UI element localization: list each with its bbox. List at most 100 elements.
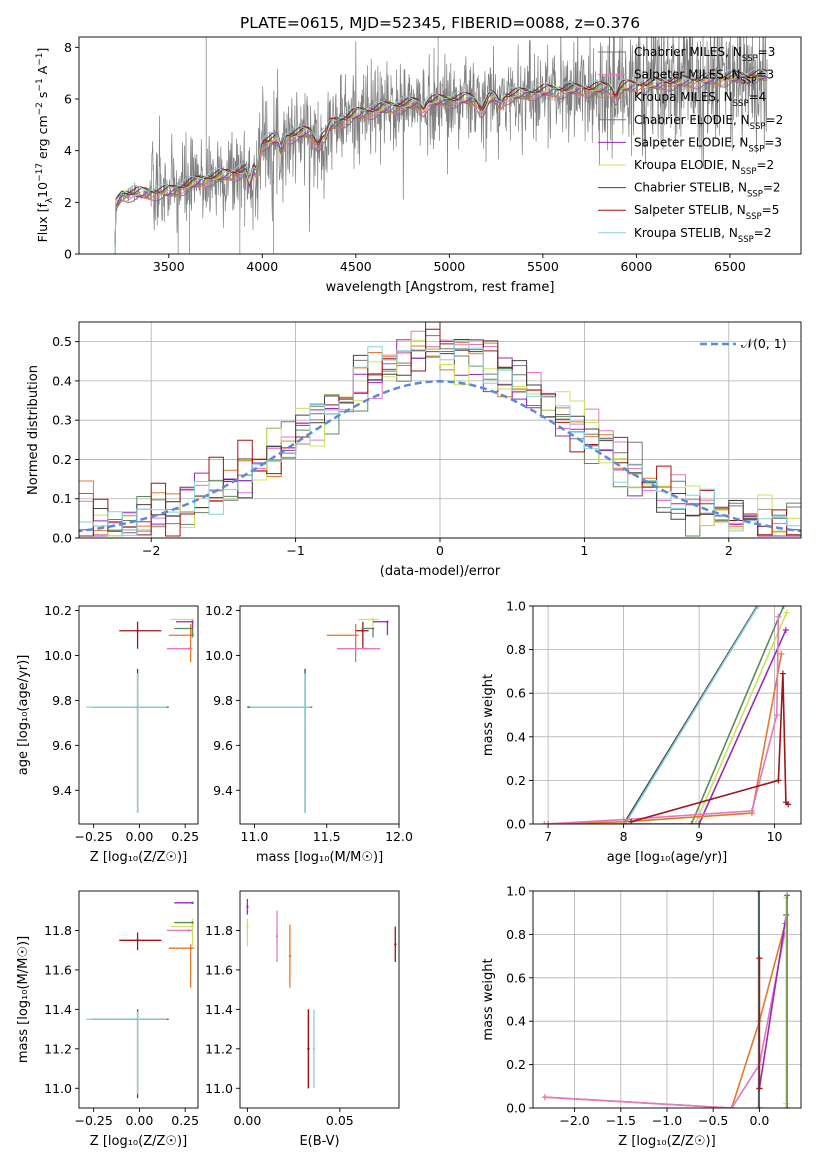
weight-marker bbox=[784, 1105, 791, 1108]
x-tick-label: 5000 bbox=[433, 259, 465, 274]
y-axis-label: age [log₁₀(age/yr)] bbox=[16, 655, 31, 776]
axes-frame bbox=[532, 605, 802, 825]
data-point bbox=[364, 647, 367, 650]
y-axis-label: Normed distribution bbox=[26, 365, 41, 495]
age-vs-z-axes-plot bbox=[86, 618, 195, 813]
x-tick-label: 5500 bbox=[527, 259, 559, 274]
data-point bbox=[191, 620, 194, 623]
data-point bbox=[191, 921, 194, 924]
y-tick-label: 0.2 bbox=[506, 1057, 526, 1072]
y-tick-label: 11.8 bbox=[44, 923, 72, 938]
legend-label-part: SSP bbox=[750, 122, 766, 132]
y-tick-label: 0.2 bbox=[506, 773, 526, 788]
data-point bbox=[136, 1018, 139, 1021]
mass-vs-z-axes: −0.25 0.00 0.25 11.0 11.2 11.4 11.6 11.8 Z [log₁… bbox=[16, 890, 199, 1149]
histogram-salpeter-stelib bbox=[79, 328, 801, 537]
legend-label: Chabrier STELIB, NSSP=2 bbox=[634, 181, 781, 200]
y-axis-label: mass [log₁₀(M/M☉)] bbox=[16, 936, 31, 1063]
y-tick-label: 10.0 bbox=[205, 648, 233, 663]
x-tick-label: 0.00 bbox=[233, 1113, 261, 1128]
data-point bbox=[189, 634, 192, 637]
y-tick-label: 0.3 bbox=[52, 413, 72, 428]
legend-label: Kroupa STELIB, NSSP=2 bbox=[634, 226, 772, 245]
y-tick-label: 0.0 bbox=[52, 531, 72, 546]
x-tick-label: 8 bbox=[620, 829, 628, 844]
data-point bbox=[307, 1047, 310, 1051]
weight-marker bbox=[775, 777, 782, 784]
legend-label: Salpeter ELODIE, NSSP=3 bbox=[634, 135, 782, 154]
legend-label-part: =3 bbox=[758, 45, 776, 59]
y-label-part: s bbox=[35, 92, 50, 103]
legend-label-part: Salpeter STELIB, N bbox=[634, 203, 746, 217]
y-label-part: ] bbox=[35, 48, 50, 53]
figure-title: PLATE=0615, MJD=52345, FIBERID=0088, z=0… bbox=[240, 14, 640, 32]
y-tick-label: 2 bbox=[64, 195, 72, 210]
y-tick-label: 9.8 bbox=[52, 693, 72, 708]
x-tick-label: −0.25 bbox=[74, 1113, 112, 1128]
weight-marker bbox=[542, 1094, 549, 1101]
data-point bbox=[136, 705, 139, 709]
y-label-part: A bbox=[35, 65, 50, 78]
y-tick-label: 11.0 bbox=[205, 1081, 233, 1096]
x-tick-label: −1.0 bbox=[652, 1113, 682, 1128]
weight-line-salpeter-miles bbox=[544, 934, 786, 1108]
data-point bbox=[136, 629, 139, 632]
data-point bbox=[394, 943, 397, 946]
y-tick-label: 11.6 bbox=[205, 962, 233, 977]
data-point bbox=[187, 647, 191, 650]
legend-label-part: =2 bbox=[754, 226, 772, 240]
y-tick-label: 4 bbox=[64, 143, 72, 158]
weight-line-salpeter-elodie bbox=[758, 914, 787, 1089]
data-point bbox=[191, 925, 194, 928]
legend-label-part: SSP bbox=[733, 99, 749, 109]
x-tick-label: 6500 bbox=[714, 259, 746, 274]
data-point bbox=[189, 947, 192, 950]
y-tick-label: 11.6 bbox=[44, 962, 72, 977]
histogram-kroupa-stelib bbox=[79, 340, 801, 536]
x-tick-label: 12.0 bbox=[385, 829, 413, 844]
spectrum-axes-plot bbox=[112, 37, 768, 254]
legend-label: Kroupa MILES, NSSP=4 bbox=[634, 90, 766, 109]
y-tick-label: 0 bbox=[64, 247, 72, 262]
weight-vs-age-axes: 7 8 9 10 0.0 0.2 0.4 0.6 0.8 1.0 age [log₁₀(age/yr… bbox=[481, 599, 802, 865]
data-point bbox=[191, 618, 194, 621]
histogram-axes-frame: −2 −1 0 1 2 0.0 0.1 0.2 0.3 0.4 0.5 (data-model)/er… bbox=[26, 321, 802, 579]
y-tick-label: 0.0 bbox=[506, 1101, 526, 1116]
y-tick-label: 1.0 bbox=[506, 599, 526, 614]
x-tick-label: −1 bbox=[286, 543, 304, 558]
legend-label-part: =3 bbox=[756, 68, 774, 82]
x-tick-label: 4500 bbox=[340, 259, 372, 274]
legend-label-part: =3 bbox=[764, 135, 782, 149]
weight-line-kroupa-elodie bbox=[694, 612, 788, 824]
x-axis-label: Z [log₁₀(Z/Z☉)] bbox=[618, 1134, 715, 1149]
axes-frame bbox=[78, 36, 802, 255]
y-tick-label: 0.0 bbox=[506, 817, 526, 832]
legend-label-part: =2 bbox=[766, 113, 784, 127]
y-tick-label: 10.2 bbox=[205, 603, 233, 618]
legend-label-part: Kroupa MILES, N bbox=[634, 90, 733, 104]
histogram-axes: −2 −1 0 1 2 0.0 0.1 0.2 0.3 0.4 0.5 (data-model)/er… bbox=[26, 321, 802, 579]
legend-label-part: SSP bbox=[738, 235, 754, 245]
legend-label-part: Chabrier STELIB, N bbox=[634, 181, 747, 195]
axes-frame bbox=[78, 605, 199, 825]
weight-vs-age-axes-plot bbox=[541, 606, 792, 824]
legend-label: 𝒩(0, 1) bbox=[741, 336, 787, 351]
x-tick-label: 1 bbox=[580, 543, 588, 558]
age-vs-z-axes-frame: −0.25 0.00 0.25 9.4 9.6 9.8 10.0 10.2 Z [log₁₀(Z… bbox=[16, 603, 199, 865]
x-tick-label: −1.5 bbox=[606, 1113, 636, 1128]
data-point bbox=[187, 929, 191, 932]
weight-marker bbox=[728, 1105, 735, 1108]
y-tick-label: 0.8 bbox=[506, 642, 526, 657]
x-tick-label: −2 bbox=[142, 543, 160, 558]
weight-marker bbox=[688, 821, 695, 824]
x-tick-label: −0.25 bbox=[74, 829, 112, 844]
legend-label: Chabrier ELODIE, NSSP=2 bbox=[634, 113, 783, 132]
y-axis-label: Flux [fλ10−17 erg cm−2 s−1 A−1] bbox=[35, 48, 55, 243]
legend-label-part: SSP bbox=[746, 212, 762, 222]
y-tick-label: 9.8 bbox=[213, 693, 233, 708]
weight-line-kroupa-stelib bbox=[624, 606, 759, 824]
y-label-part: Flux [f bbox=[35, 203, 50, 243]
x-axis-label: Z [log₁₀(Z/Z☉)] bbox=[90, 850, 187, 865]
legend-label-part: =2 bbox=[756, 158, 774, 172]
y-axis-label: mass weight bbox=[481, 958, 496, 1040]
